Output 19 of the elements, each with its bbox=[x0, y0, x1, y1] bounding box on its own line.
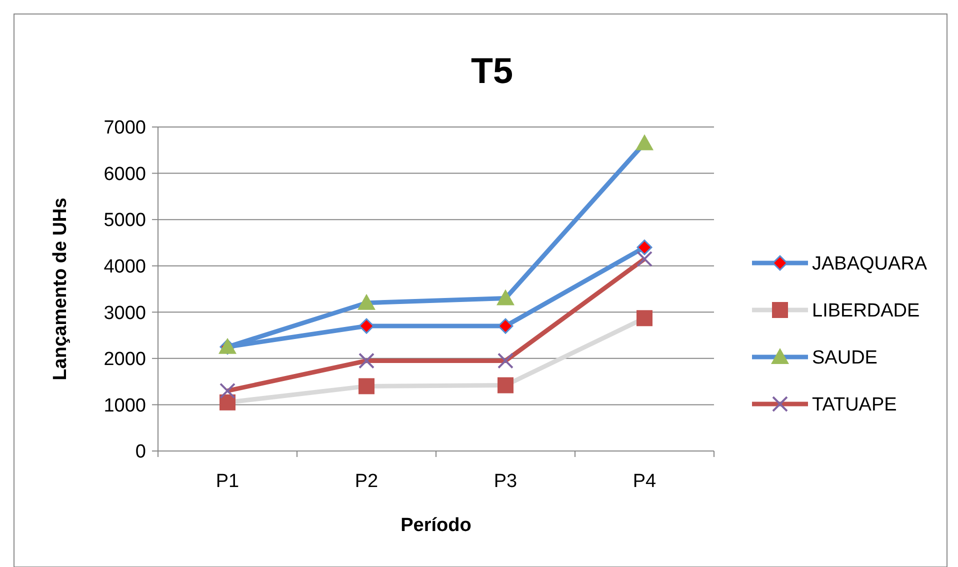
y-tick-label: 2000 bbox=[104, 349, 146, 370]
y-tick-label: 0 bbox=[135, 442, 146, 463]
chart-title: T5 bbox=[470, 50, 514, 91]
y-tick-label: 3000 bbox=[104, 302, 146, 324]
legend-label: JABAQUARA bbox=[812, 254, 928, 275]
y-axis-title: Lançamento de UHs bbox=[50, 198, 71, 380]
x-tick-label: P4 bbox=[632, 471, 657, 492]
y-tick-label: 5000 bbox=[104, 210, 146, 232]
x-tick-label: P3 bbox=[494, 471, 518, 492]
y-tick-label: 7000 bbox=[104, 118, 146, 139]
x-tick-label: P1 bbox=[216, 471, 240, 492]
legend-label: TATUAPE bbox=[812, 394, 897, 416]
y-tick-label: 6000 bbox=[104, 164, 146, 185]
legend-label: SAUDE bbox=[812, 348, 878, 369]
x-axis-title: Período bbox=[400, 515, 472, 536]
y-tick-label: 1000 bbox=[104, 395, 146, 416]
y-tick-label: 4000 bbox=[104, 256, 146, 278]
x-tick-label: P2 bbox=[354, 471, 378, 492]
legend-label: LIBERDADE bbox=[812, 300, 920, 322]
